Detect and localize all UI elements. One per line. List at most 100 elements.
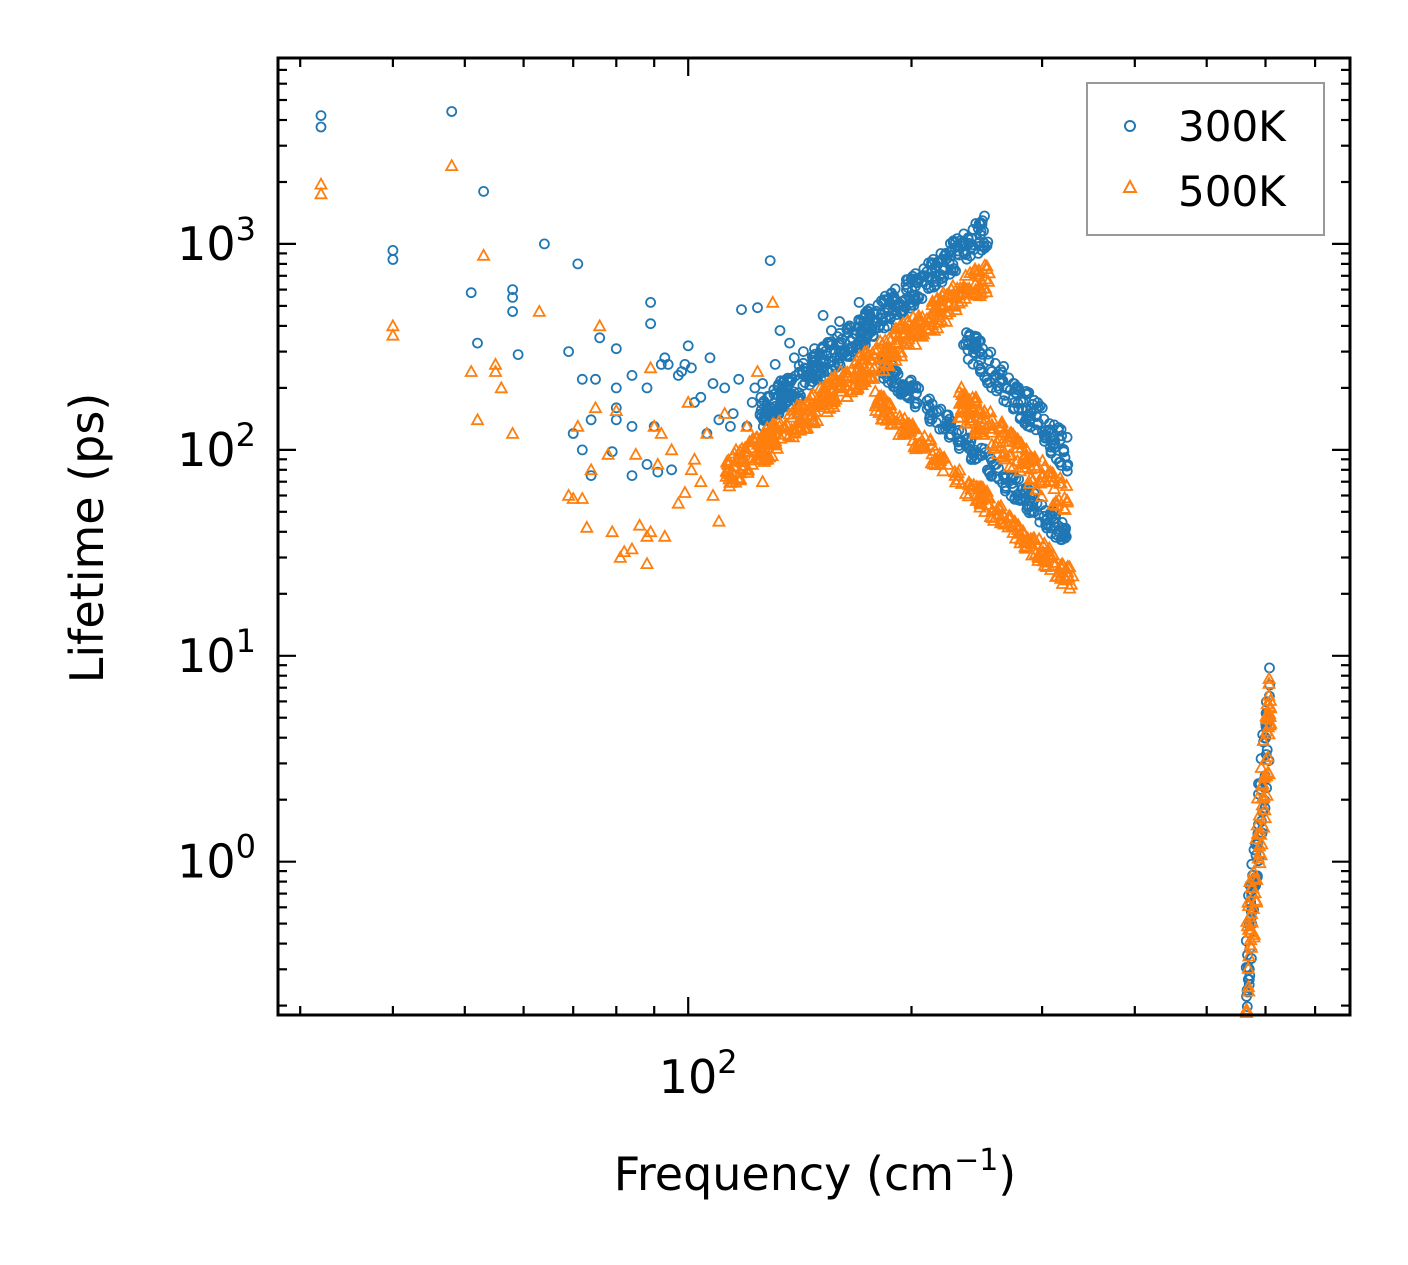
- point-500k: [1007, 514, 1022, 527]
- point-300k: [993, 383, 1005, 395]
- point-300k: [576, 373, 588, 385]
- point-500k: [764, 420, 779, 433]
- point-500k: [476, 248, 491, 261]
- point-300k: [1003, 372, 1015, 384]
- point-500k: [1257, 770, 1272, 783]
- point-300k: [905, 374, 917, 386]
- point-300k: [1241, 1001, 1253, 1012]
- point-300k: [1014, 495, 1026, 506]
- point-300k: [953, 424, 965, 436]
- y-tick-label: 101: [177, 622, 256, 683]
- point-500k: [857, 345, 872, 358]
- point-300k: [798, 346, 809, 358]
- point-500k: [923, 432, 938, 445]
- point-500k: [868, 403, 884, 416]
- point-300k: [774, 325, 786, 336]
- point-300k: [942, 419, 953, 431]
- point-500k: [939, 306, 954, 320]
- point-300k: [786, 390, 797, 402]
- point-500k: [1240, 894, 1256, 908]
- point-300k: [1058, 443, 1070, 455]
- point-500k: [1010, 522, 1025, 535]
- point-300k: [641, 458, 653, 470]
- point-500k: [739, 419, 754, 432]
- point-500k: [1242, 874, 1257, 887]
- point-500k: [1241, 961, 1256, 974]
- point-500k: [947, 464, 962, 478]
- point-500k: [879, 358, 895, 372]
- point-500k: [1252, 807, 1267, 821]
- point-500k: [1248, 885, 1263, 899]
- point-500k: [750, 436, 765, 450]
- point-500k: [725, 448, 740, 462]
- point-500k: [977, 504, 993, 517]
- point-300k: [972, 223, 984, 234]
- point-300k: [1008, 483, 1020, 495]
- point-500k: [816, 380, 831, 393]
- point-300k: [465, 287, 477, 299]
- point-500k: [650, 457, 665, 470]
- point-500k: [918, 439, 933, 453]
- point-500k: [824, 396, 839, 410]
- point-300k: [991, 385, 1002, 397]
- point-300k: [913, 292, 925, 304]
- point-500k: [1243, 924, 1258, 938]
- point-300k: [998, 360, 1009, 372]
- point-300k: [799, 377, 811, 389]
- point-300k: [695, 391, 707, 403]
- point-500k: [992, 420, 1007, 433]
- point-500k: [790, 405, 805, 419]
- point-300k: [1050, 531, 1061, 543]
- point-500k: [1001, 519, 1016, 533]
- point-300k: [807, 364, 819, 376]
- point-300k: [927, 406, 939, 417]
- point-500k: [1248, 831, 1264, 845]
- point-300k: [860, 331, 871, 343]
- point-300k: [662, 358, 674, 370]
- point-300k: [585, 470, 597, 482]
- point-300k: [979, 242, 991, 254]
- point-500k: [1258, 810, 1273, 824]
- point-500k: [955, 395, 970, 409]
- point-300k: [746, 396, 758, 408]
- point-300k: [387, 254, 399, 265]
- point-300k: [897, 304, 908, 316]
- point-300k: [834, 359, 846, 371]
- point-500k: [1010, 435, 1025, 448]
- point-500k: [876, 343, 891, 357]
- point-500k: [806, 412, 821, 425]
- point-500k: [930, 307, 946, 321]
- point-300k: [704, 352, 716, 364]
- point-300k: [901, 391, 913, 403]
- point-500k: [806, 415, 821, 429]
- point-500k: [764, 435, 779, 449]
- point-500k: [1014, 456, 1029, 470]
- point-500k: [385, 327, 400, 341]
- point-300k: [1023, 387, 1035, 399]
- point-500k: [705, 488, 721, 501]
- point-300k: [886, 287, 897, 299]
- point-300k: [1061, 465, 1073, 477]
- point-300k: [1056, 517, 1068, 528]
- point-500k: [1255, 797, 1270, 811]
- point-500k: [866, 360, 882, 374]
- point-300k: [1061, 431, 1073, 443]
- point-500k: [844, 362, 859, 375]
- point-500k: [958, 486, 973, 499]
- point-500k: [979, 258, 994, 272]
- point-300k: [840, 346, 851, 358]
- point-500k: [827, 394, 842, 407]
- point-300k: [784, 337, 795, 349]
- legend-marker-500k: [1122, 178, 1138, 193]
- point-500k: [803, 399, 818, 412]
- y-tick-label: 103: [177, 210, 256, 271]
- x-tick-label: 102: [659, 1043, 738, 1104]
- point-300k: [507, 284, 518, 296]
- point-300k: [707, 378, 719, 389]
- point-300k: [981, 374, 993, 386]
- point-300k: [1055, 459, 1067, 471]
- point-300k: [446, 106, 458, 117]
- point-500k: [657, 529, 672, 542]
- point-500k: [907, 439, 922, 453]
